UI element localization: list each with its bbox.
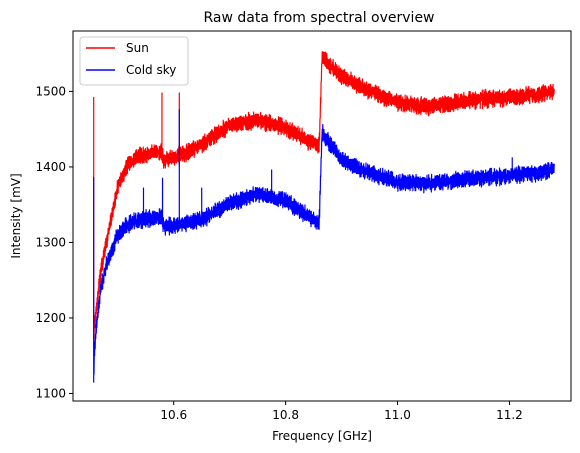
x-tick-label: 10.8 — [272, 408, 299, 422]
chart-title: Raw data from spectral overview — [203, 10, 434, 26]
y-tick-label: 1400 — [35, 160, 66, 174]
legend-label-cold-sky: Cold sky — [126, 63, 176, 77]
x-axis: 10.6 10.8 11.0 11.2 — [160, 401, 523, 422]
x-tick-label: 11.0 — [384, 408, 411, 422]
y-axis-label: Intensity [mV] — [9, 173, 23, 258]
y-tick-label: 1500 — [35, 84, 66, 98]
y-tick-label: 1200 — [35, 311, 66, 325]
legend: Sun Cold sky — [79, 36, 189, 86]
x-tick-label: 11.2 — [496, 408, 523, 422]
series-line-sun — [93, 51, 555, 349]
y-tick-label: 1300 — [35, 235, 66, 249]
y-axis: 1100 1200 1300 1400 1500 — [35, 84, 73, 400]
series-line-cold-sky — [93, 108, 555, 383]
series-layer — [93, 51, 555, 383]
legend-box — [79, 36, 189, 86]
y-tick-label: 1100 — [35, 386, 66, 400]
plot-frame — [72, 30, 572, 402]
legend-label-sun: Sun — [126, 41, 149, 55]
x-axis-label: Frequency [GHz] — [272, 429, 372, 443]
x-tick-label: 10.6 — [160, 408, 187, 422]
